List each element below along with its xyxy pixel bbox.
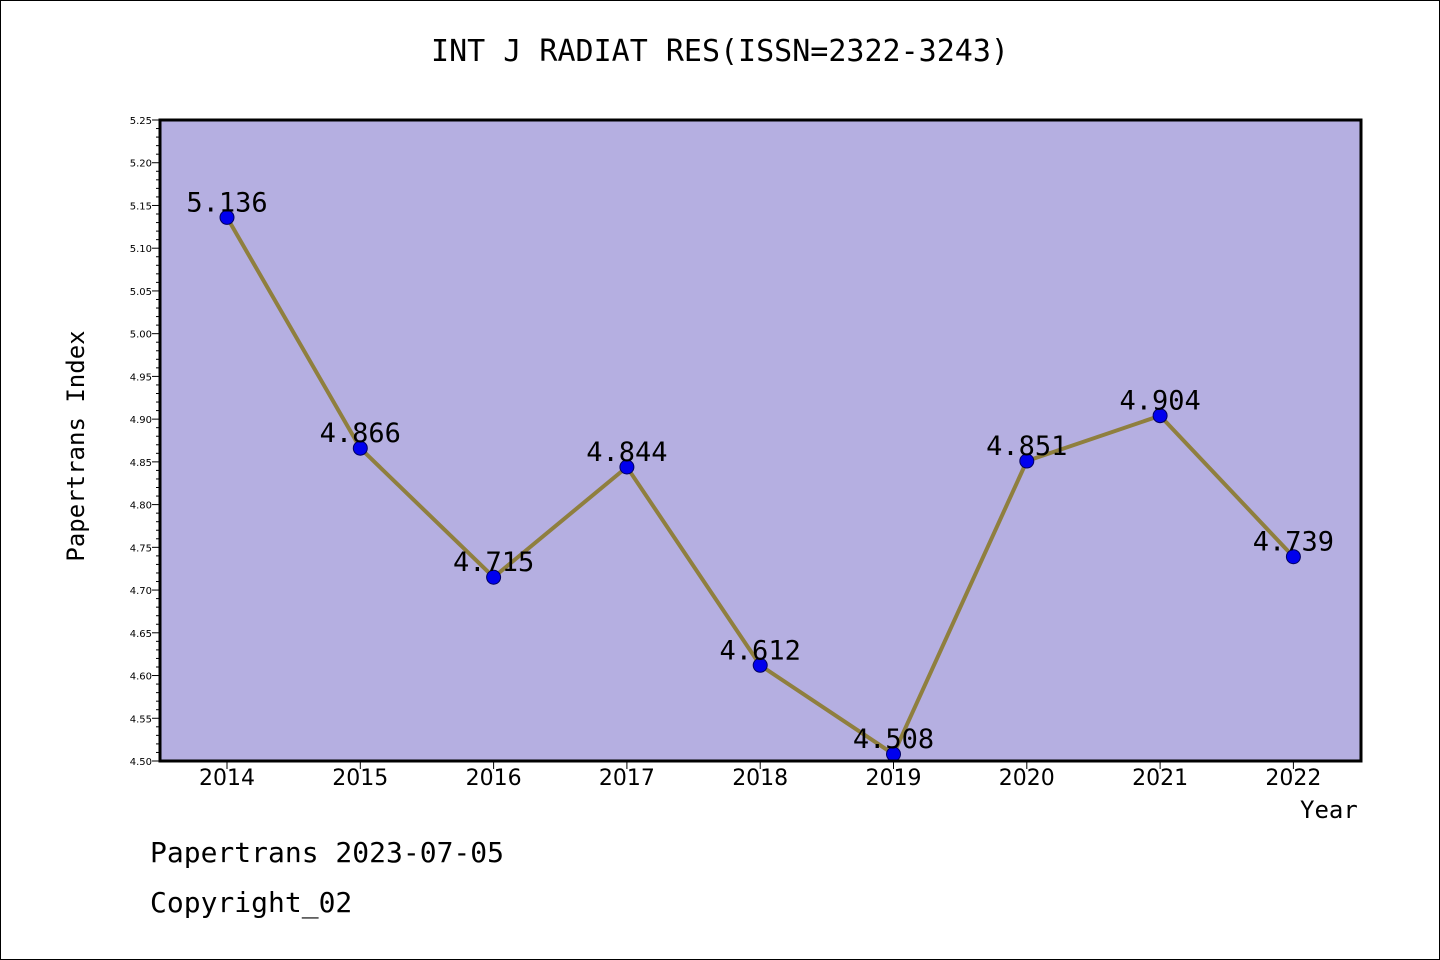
x-tick-label: 2017 <box>599 766 655 791</box>
y-tick-label: 5.00 <box>130 330 152 341</box>
y-tick-label: 4.80 <box>130 501 152 512</box>
data-label: 4.612 <box>720 635 801 666</box>
x-tick-label: 2021 <box>1132 766 1188 791</box>
y-tick-label: 4.65 <box>130 629 152 640</box>
footer-copyright: Copyright_02 <box>150 886 353 919</box>
footer-date: Papertrans 2023-07-05 <box>150 836 505 869</box>
data-label: 5.136 <box>186 187 267 218</box>
y-axis: 4.50 4.55 4.60 4.65 4.70 4.75 4.80 4.85 4.90 4.95… <box>130 116 160 768</box>
y-tick-label: 5.20 <box>130 159 152 170</box>
x-tick-label: 2015 <box>332 766 388 791</box>
y-tick-label: 5.15 <box>130 201 152 212</box>
data-point <box>619 459 635 475</box>
y-tick-label: 4.95 <box>130 372 152 383</box>
data-label: 4.866 <box>320 418 401 449</box>
x-tick-label: 2016 <box>466 766 522 791</box>
data-label: 4.715 <box>453 547 534 578</box>
x-tick-label: 2020 <box>999 766 1055 791</box>
data-label: 4.739 <box>1253 527 1334 558</box>
plot-area <box>160 120 1361 761</box>
y-tick-label: 4.90 <box>130 415 152 426</box>
x-tick-label: 2014 <box>199 766 255 791</box>
y-tick-label: 5.05 <box>130 287 152 298</box>
x-axis: 2014 2015 2016 2017 2018 2019 2020 2021 2022 <box>199 761 1321 791</box>
data-point <box>219 209 235 225</box>
data-label: 4.904 <box>1119 386 1200 417</box>
x-axis-label: Year <box>1300 796 1358 824</box>
x-tick-label: 2018 <box>732 766 788 791</box>
data-point <box>1285 549 1301 565</box>
data-point <box>1019 453 1035 469</box>
y-tick-label: 4.60 <box>130 672 152 683</box>
y-tick-label: 4.75 <box>130 543 152 554</box>
y-tick-label: 4.55 <box>130 714 152 725</box>
data-point <box>352 440 368 456</box>
plot-border <box>158 118 1363 763</box>
data-point <box>1152 408 1168 424</box>
x-tick-label: 2022 <box>1265 766 1321 791</box>
data-point <box>486 569 502 585</box>
chart-title: INT J RADIAT RES(ISSN=2322-3243) <box>431 34 1009 69</box>
y-tick-label: 4.70 <box>130 586 152 597</box>
x-tick-label: 2019 <box>866 766 922 791</box>
y-tick-label: 4.85 <box>130 458 152 469</box>
y-tick-label: 4.50 <box>130 757 152 768</box>
data-labels: 5.136 4.866 4.715 4.844 4.612 4.508 4.851 4.904… <box>186 187 1334 755</box>
y-tick-label: 5.10 <box>130 244 152 255</box>
series-line-group <box>219 209 1301 762</box>
data-label: 4.844 <box>586 437 667 468</box>
data-label: 4.851 <box>986 431 1067 462</box>
y-tick-label: 5.25 <box>130 116 152 127</box>
data-label: 4.508 <box>853 724 934 755</box>
data-point <box>752 657 768 673</box>
